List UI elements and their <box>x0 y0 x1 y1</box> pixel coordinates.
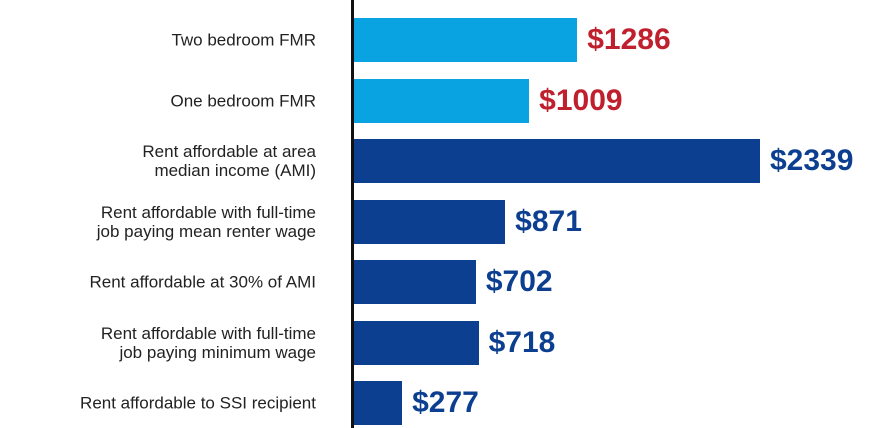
category-label: One bedroom FMR <box>170 91 317 110</box>
bar <box>354 320 479 365</box>
category-label: Rent affordable with full-time job payin… <box>100 323 316 362</box>
bar <box>354 139 760 183</box>
category-label: Rent affordable to SSI recipient <box>80 393 316 413</box>
value-label: $2339 <box>770 144 854 177</box>
bar <box>354 260 476 304</box>
value-label: $1286 <box>587 23 671 56</box>
axis-line <box>351 0 354 428</box>
bar <box>354 381 403 425</box>
bar <box>354 18 578 62</box>
category-label: Rent affordable at 30% of AMI <box>89 272 317 292</box>
bar <box>354 78 530 123</box>
value-label: $277 <box>412 386 479 419</box>
category-label: Rent affordable at area median income (A… <box>142 142 316 180</box>
value-label: $1009 <box>539 83 623 117</box>
value-label: $702 <box>485 265 553 298</box>
value-label: $871 <box>515 204 582 238</box>
bar <box>354 199 506 244</box>
category-label: Rent affordable with full-time job payin… <box>96 202 316 241</box>
value-label: $718 <box>488 325 556 359</box>
category-label: Two bedroom FMR <box>171 30 316 50</box>
